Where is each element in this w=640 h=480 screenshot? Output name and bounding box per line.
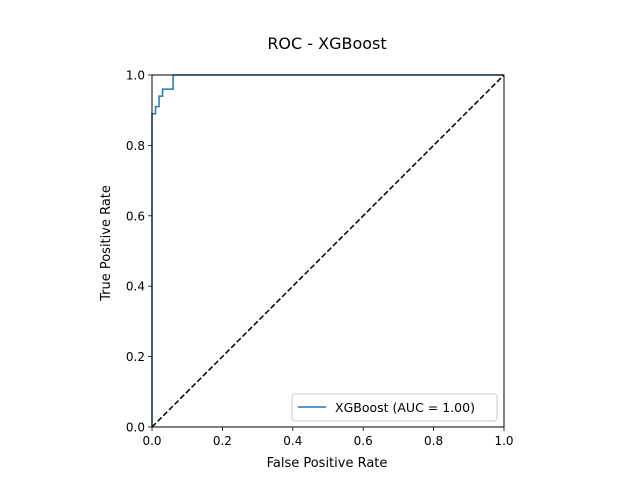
y-tick-label: 0.6 bbox=[126, 209, 145, 223]
y-tick-label: 0.0 bbox=[126, 421, 145, 435]
y-tick-label: 0.4 bbox=[126, 280, 145, 294]
legend-label: XGBoost (AUC = 1.00) bbox=[335, 400, 475, 415]
plot-frame bbox=[151, 74, 505, 428]
y-tick-label: 0.2 bbox=[126, 350, 145, 364]
legend: XGBoost (AUC = 1.00) bbox=[291, 393, 498, 422]
x-tick-label: 0.8 bbox=[424, 434, 443, 448]
legend-box bbox=[291, 393, 498, 422]
series-layer bbox=[151, 74, 505, 428]
x-tick-label: 0.2 bbox=[213, 434, 232, 448]
x-axis-ticks: 0.0 0.2 0.4 0.6 0.8 1.0 bbox=[142, 427, 514, 448]
y-axis-ticks: 0.0 0.2 0.4 0.6 0.8 1.0 bbox=[126, 69, 152, 435]
y-tick-label: 1.0 bbox=[126, 69, 145, 83]
y-tick-label: 0.8 bbox=[126, 139, 145, 153]
x-tick-label: 1.0 bbox=[494, 434, 513, 448]
x-tick-label: 0.6 bbox=[354, 434, 373, 448]
x-tick-label: 0.4 bbox=[283, 434, 302, 448]
chance-diagonal-line bbox=[151, 74, 505, 428]
chart-title: ROC - XGBoost bbox=[267, 34, 386, 53]
x-tick-label: 0.0 bbox=[142, 434, 161, 448]
x-axis-label: False Positive Rate bbox=[267, 456, 388, 471]
y-axis-label: True Positive Rate bbox=[99, 185, 114, 302]
